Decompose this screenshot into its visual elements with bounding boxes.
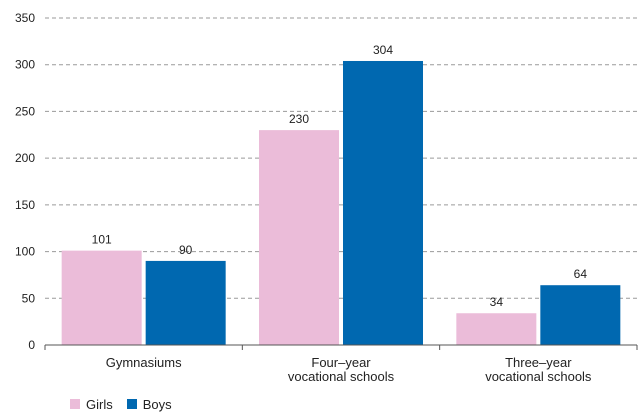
category-label-2: Three–year vocational schools [485, 355, 592, 384]
data-label-boys-0: 90 [179, 243, 193, 257]
y-tick-label-300: 300 [15, 58, 35, 72]
category-label-0-line-0: Gymnasiums [106, 355, 182, 370]
category-label-0: Gymnasiums [106, 355, 182, 370]
y-tick-label-0: 0 [28, 338, 35, 352]
data-label-girls-2: 34 [490, 295, 504, 309]
bar-girls-2 [456, 313, 537, 345]
data-labels: 101 90 230 304 34 64 [92, 43, 588, 309]
data-label-boys-1: 304 [373, 43, 393, 57]
legend: Girls Boys [70, 396, 186, 412]
bar-boys-1 [343, 60, 423, 345]
legend-item-boys: Boys [126, 396, 172, 412]
legend-label-girls: Girls [86, 396, 113, 412]
category-label-1: Four–year vocational schools [288, 355, 395, 384]
category-label-1-line-0: Four–year [311, 355, 371, 370]
legend-item-girls: Girls [70, 397, 113, 412]
y-tick-label-200: 200 [15, 151, 35, 165]
category-label-2-line-1: vocational schools [485, 369, 592, 384]
bar-girls-0 [61, 250, 142, 345]
data-label-boys-2: 64 [574, 267, 588, 281]
bar-boys-2 [540, 285, 621, 345]
y-tick-label-150: 150 [15, 198, 35, 212]
x-axis-ticks [44, 345, 638, 350]
y-axis-ticks: 0 50 100 150 200 250 300 350 [15, 11, 35, 352]
bar-chart: 0 50 100 150 200 250 300 350 101 90 230 304 34 64 Gy… [15, 11, 638, 384]
bars [61, 60, 621, 345]
category-label-2-line-0: Three–year [505, 355, 572, 370]
legend-swatch-girls [70, 399, 80, 409]
y-tick-label-250: 250 [15, 104, 35, 118]
data-label-girls-1: 230 [289, 112, 309, 126]
y-tick-label-350: 350 [15, 11, 35, 25]
y-tick-label-100: 100 [15, 245, 35, 259]
legend-swatch-boys [126, 399, 137, 409]
bar-boys-0 [145, 260, 226, 345]
category-label-1-line-1: vocational schools [288, 369, 395, 384]
category-labels: Gymnasiums Four–year vocational schoolsThr… [106, 355, 592, 384]
y-tick-label-50: 50 [22, 291, 36, 305]
data-label-girls-0: 101 [92, 233, 112, 247]
bar-girls-1 [259, 130, 339, 345]
legend-label-boys: Boys [142, 396, 172, 412]
gridlines [45, 17, 637, 299]
